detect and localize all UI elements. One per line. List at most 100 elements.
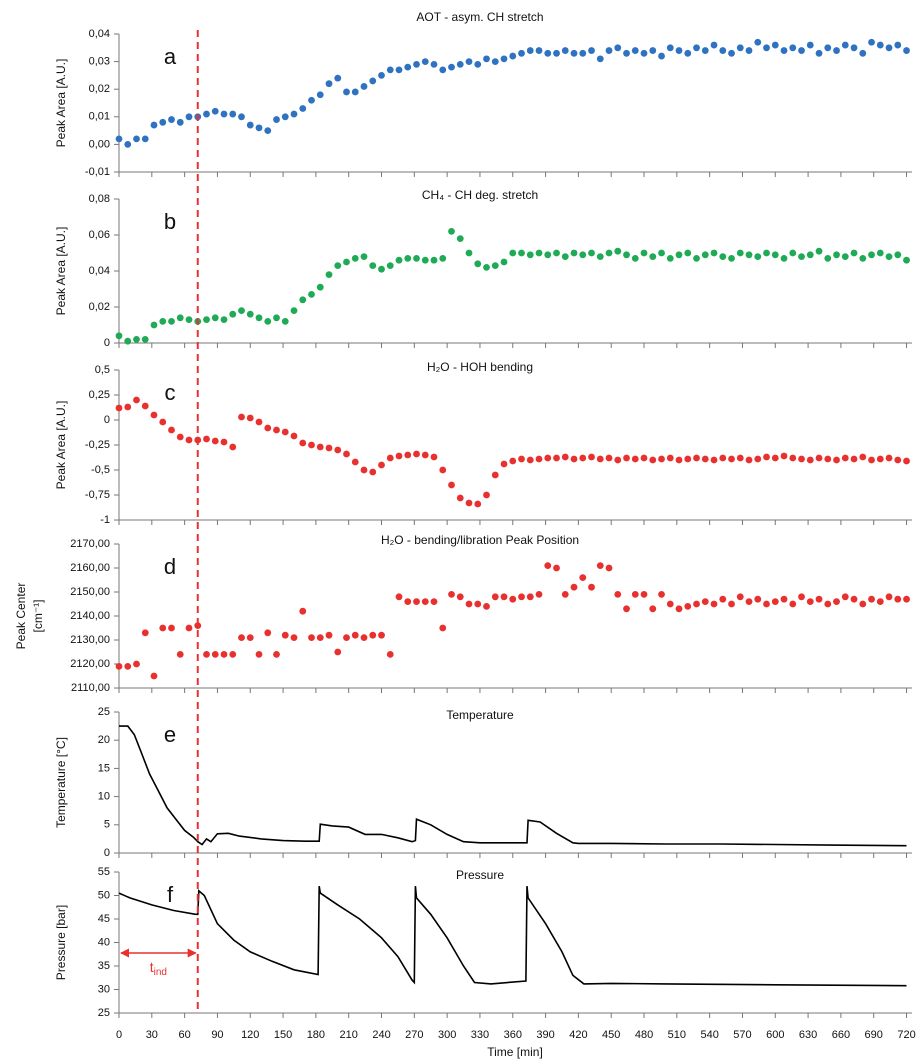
x-tick-label: 660: [832, 1029, 850, 1041]
data-point: [780, 595, 788, 603]
x-axis-label: Time [min]: [487, 1045, 543, 1059]
y-axis-label: Peak Area [A.U.]: [54, 401, 68, 490]
data-point: [789, 600, 797, 608]
data-point: [833, 456, 840, 464]
data-point: [421, 598, 429, 605]
data-point: [658, 52, 665, 60]
panel-label: b: [164, 209, 176, 234]
data-point: [806, 41, 814, 49]
data-point: [141, 629, 149, 637]
data-point: [150, 672, 158, 680]
data-point: [535, 47, 543, 54]
data-point: [439, 66, 447, 74]
data-point: [868, 595, 875, 603]
data-point: [386, 454, 394, 462]
data-point: [238, 307, 245, 314]
data-point: [176, 433, 184, 441]
data-point: [141, 135, 149, 143]
y-tick-label: 2150,00: [70, 586, 110, 598]
data-point: [343, 258, 350, 266]
panel-title: CH₄ - CH deg. stretch: [422, 188, 538, 202]
data-point: [343, 88, 350, 96]
data-point: [255, 651, 263, 658]
data-point: [745, 598, 753, 605]
y-tick-label: 0: [104, 337, 110, 349]
data-point: [465, 499, 473, 507]
data-point: [185, 316, 193, 323]
data-point: [596, 253, 604, 260]
y-tick-label: 5: [104, 819, 110, 831]
data-point: [500, 55, 508, 63]
data-point: [439, 466, 447, 474]
data-point: [168, 624, 175, 632]
y-axis-label: Peak Area [A.U.]: [54, 227, 68, 316]
data-point: [509, 595, 517, 603]
data-point: [404, 451, 412, 459]
data-point: [421, 451, 429, 459]
data-point: [588, 47, 595, 54]
data-point: [264, 318, 272, 325]
y-tick-label: 55: [98, 866, 110, 878]
data-point: [456, 235, 464, 243]
data-point: [824, 255, 832, 262]
data-point: [640, 454, 648, 462]
data-point: [203, 435, 210, 443]
data-point: [885, 454, 893, 462]
data-point: [605, 454, 613, 462]
data-point: [159, 624, 167, 632]
data-point: [378, 631, 385, 639]
data-point: [290, 432, 298, 440]
panel-label: e: [164, 722, 176, 747]
data-point: [378, 265, 385, 273]
data-point: [176, 118, 184, 126]
x-tick-label: 600: [766, 1029, 784, 1041]
data-point: [649, 456, 657, 464]
data-point: [351, 255, 359, 262]
y-tick-label: 25: [98, 706, 110, 718]
x-tick-label: 450: [602, 1029, 620, 1041]
data-point: [360, 466, 368, 474]
data-point: [728, 49, 735, 57]
data-point: [675, 605, 683, 613]
data-point: [159, 418, 167, 426]
data-point: [159, 118, 167, 126]
data-point: [299, 296, 307, 304]
data-point: [395, 593, 403, 601]
y-tick-label: 0,01: [89, 111, 110, 123]
data-point: [693, 44, 700, 52]
data-point: [903, 457, 910, 465]
data-point: [168, 116, 175, 123]
data-point: [684, 49, 692, 57]
data-point: [474, 500, 482, 508]
x-tick-label: 300: [438, 1029, 456, 1041]
data-point: [640, 49, 648, 57]
data-point: [421, 256, 429, 264]
data-point: [763, 249, 770, 257]
data-point: [850, 455, 858, 463]
data-point: [273, 651, 280, 658]
data-point: [570, 455, 578, 463]
y-tick-label: 45: [98, 913, 110, 925]
data-point: [903, 47, 910, 54]
data-point: [570, 249, 578, 257]
data-point: [588, 583, 595, 591]
y-tick-label: 15: [98, 762, 110, 774]
data-point: [395, 256, 403, 264]
data-point: [754, 38, 762, 46]
data-point: [658, 249, 665, 257]
data-point: [386, 651, 394, 658]
data-point: [526, 47, 534, 54]
data-point: [421, 58, 429, 65]
data-point: [386, 66, 394, 74]
data-point: [439, 624, 447, 632]
data-point: [798, 47, 805, 54]
data-point: [351, 458, 359, 466]
x-tick-label: 390: [536, 1029, 554, 1041]
data-point: [526, 593, 534, 601]
x-tick-label: 570: [733, 1029, 751, 1041]
data-point: [316, 283, 324, 291]
data-point: [281, 631, 289, 639]
data-point: [456, 494, 464, 502]
data-point: [789, 44, 797, 52]
